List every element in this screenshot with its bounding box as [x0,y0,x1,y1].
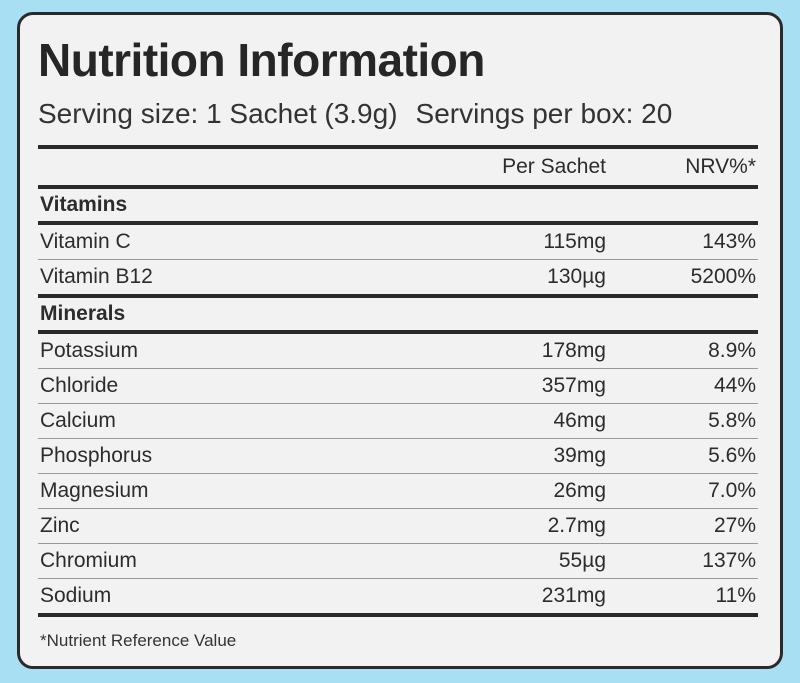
per-sachet-value: 231mg [420,578,606,617]
nutrient-name: Chromium [38,543,420,579]
table-row: Phosphorus 39mg 5.6% [38,438,758,474]
section-minerals: Minerals [38,294,758,334]
nutrition-table: Per Sachet NRV%* Vitamins Vitamin C 115m… [38,145,758,617]
section-label: Minerals [38,294,758,334]
nutrient-name: Chloride [38,368,420,404]
nrv-value: 11% [606,578,758,617]
serving-size: Serving size: 1 Sachet (3.9g) [38,98,398,129]
header-nrv: NRV%* [606,145,758,187]
per-sachet-value: 130µg [547,265,606,288]
nrv-value: 27% [606,508,758,544]
nrv-value: 8.9% [606,332,758,369]
nutrient-name: Vitamin C [38,223,420,260]
nrv-value: 5200% [690,265,756,288]
per-sachet-value: 39mg [420,438,606,474]
serving-info: Serving size: 1 Sachet (3.9g) Servings pe… [38,100,672,128]
nrv-value: 44% [606,368,758,404]
page-title: Nutrition Information [38,34,485,86]
per-sachet-value: 2.7mg [420,508,606,544]
per-sachet-value: 26mg [420,473,606,509]
per-sachet-value: 55µg [420,543,606,579]
nutrient-name: Magnesium [38,473,420,509]
table-row: Zinc 2.7mg 27% [38,508,758,544]
table-row: Vitamin B12 130µg 5200% [38,260,758,297]
nrv-value: 137% [606,543,758,579]
per-sachet-value: 357mg [420,368,606,404]
table-header-row: Per Sachet NRV%* [38,145,758,187]
table-row: Potassium 178mg 8.9% [38,332,758,369]
nutrient-name: Calcium [38,403,420,439]
table-row: Chromium 55µg 137% [38,543,758,579]
per-sachet-value: 178mg [420,332,606,369]
nrv-value: 5.8% [606,403,758,439]
nutrient-name: Vitamin B12 [40,265,153,288]
table-row: Magnesium 26mg 7.0% [38,473,758,509]
table-row: Vitamin C 115mg 143% [38,223,758,260]
nrv-value: 143% [606,223,758,260]
servings-per-box: Servings per box: 20 [415,98,673,129]
per-sachet-value: 46mg [420,403,606,439]
nrv-value: 5.6% [606,438,758,474]
footnote: *Nutrient Reference Value [40,631,237,650]
nrv-value: 7.0% [606,473,758,509]
nutrient-name: Zinc [38,508,420,544]
nutrient-name: Potassium [38,332,420,369]
header-per-sachet: Per Sachet [420,145,606,187]
nutrient-name: Phosphorus [38,438,420,474]
table-row: Sodium 231mg 11% [38,578,758,617]
nutrition-panel: Nutrition Information Serving size: 1 Sa… [17,12,783,669]
section-label: Vitamins [38,185,758,225]
header-blank [38,145,420,187]
nutrient-name: Sodium [38,578,420,617]
table-row: Calcium 46mg 5.8% [38,403,758,439]
section-vitamins: Vitamins [38,185,758,225]
per-sachet-value: 115mg [420,223,606,260]
table-row: Chloride 357mg 44% [38,368,758,404]
